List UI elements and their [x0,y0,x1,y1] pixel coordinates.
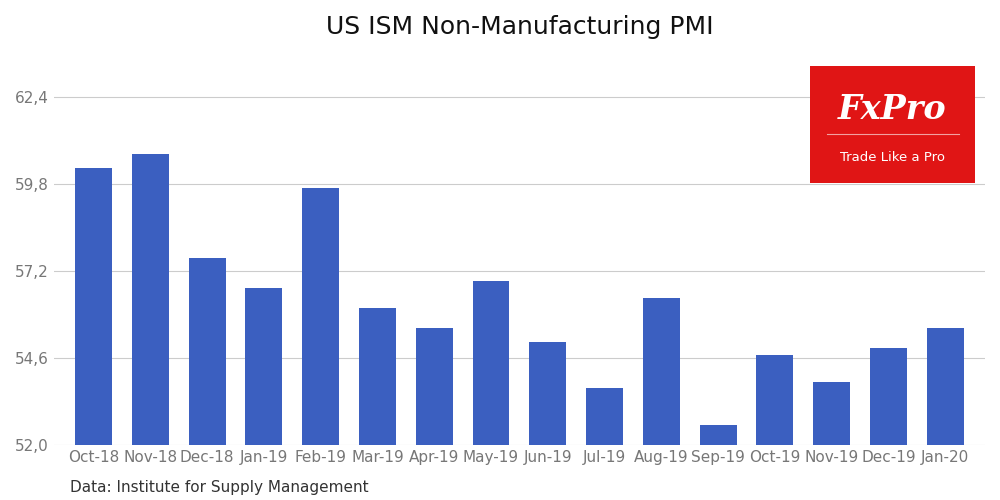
Bar [189,258,226,445]
Bar [132,154,169,445]
Bar [756,355,793,445]
Bar [700,425,737,445]
Bar [416,328,453,445]
Bar [643,298,680,445]
Bar [927,328,964,445]
Title: US ISM Non-Manufacturing PMI: US ISM Non-Manufacturing PMI [326,15,713,39]
Bar [473,282,509,445]
Text: Trade Like a Pro: Trade Like a Pro [840,151,945,164]
Bar [813,382,850,445]
Bar [359,308,396,445]
Text: FxPro: FxPro [838,92,947,126]
Bar [302,188,339,445]
Bar [75,168,112,445]
Bar [245,288,282,445]
Text: Data: Institute for Supply Management: Data: Institute for Supply Management [70,480,369,495]
Bar [586,388,623,445]
Bar [529,342,566,445]
Bar [870,348,907,445]
